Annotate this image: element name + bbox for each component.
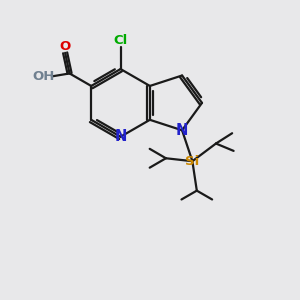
Text: O: O	[59, 40, 71, 53]
Text: N: N	[114, 129, 127, 144]
Text: Cl: Cl	[113, 34, 128, 47]
Text: Si: Si	[185, 155, 200, 168]
Text: N: N	[176, 123, 188, 138]
Text: OH: OH	[33, 70, 55, 83]
